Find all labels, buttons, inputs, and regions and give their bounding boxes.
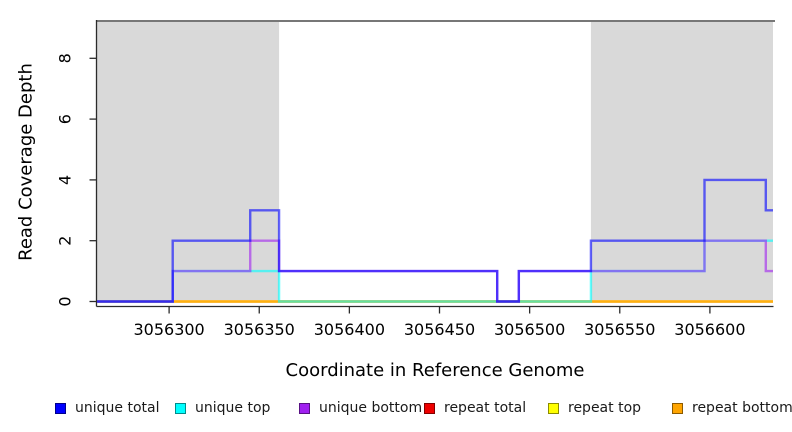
legend-label: repeat bottom	[692, 400, 792, 416]
legend-item-repeat-top: repeat top	[548, 399, 641, 417]
x-tick-label: 3056350	[224, 320, 295, 339]
x-tick-label: 3056500	[494, 320, 565, 339]
y-tick-label: 2	[56, 236, 75, 246]
series-line-unique-total	[97, 178, 773, 303]
repeat-region-shade	[590, 22, 773, 300]
legend-label: repeat top	[568, 400, 642, 416]
legend-swatch-repeat-top	[548, 402, 559, 414]
y-tick-label: 0	[56, 296, 75, 306]
legend-item-unique-top: unique top	[175, 399, 270, 417]
y-tick-label: 6	[56, 114, 75, 124]
x-tick-label: 3056600	[674, 320, 745, 339]
legend: unique total unique top unique bottom repea…	[0, 399, 792, 423]
x-axis-title: Coordinate in Reference Genome	[285, 360, 585, 381]
legend-swatch-unique-total	[55, 402, 66, 414]
y-axis-title: Read Coverage Depth	[15, 63, 37, 261]
legend-item-unique-bottom: unique bottom	[299, 399, 422, 417]
x-tick-label: 3056400	[314, 320, 385, 339]
legend-label: repeat total	[444, 400, 527, 416]
x-tick-label: 3056450	[404, 320, 475, 339]
legend-swatch-repeat-total	[424, 402, 435, 414]
legend-swatch-unique-bottom	[299, 402, 310, 414]
legend-swatch-repeat-bottom	[672, 402, 683, 414]
x-tick-label: 3056300	[133, 320, 204, 339]
y-tick-label: 4	[56, 175, 75, 185]
legend-item-unique-total: unique total	[55, 399, 159, 417]
legend-item-repeat-bottom: repeat bottom	[672, 399, 792, 417]
legend-swatch-unique-top	[175, 402, 186, 414]
legend-label: unique bottom	[319, 400, 423, 416]
x-tick-label: 3056550	[584, 320, 655, 339]
y-tick-label: 8	[56, 53, 75, 63]
legend-label: unique top	[195, 400, 271, 416]
legend-item-repeat-total: repeat total	[424, 399, 526, 417]
legend-label: unique total	[75, 400, 160, 416]
repeat-region-shade	[97, 22, 280, 300]
